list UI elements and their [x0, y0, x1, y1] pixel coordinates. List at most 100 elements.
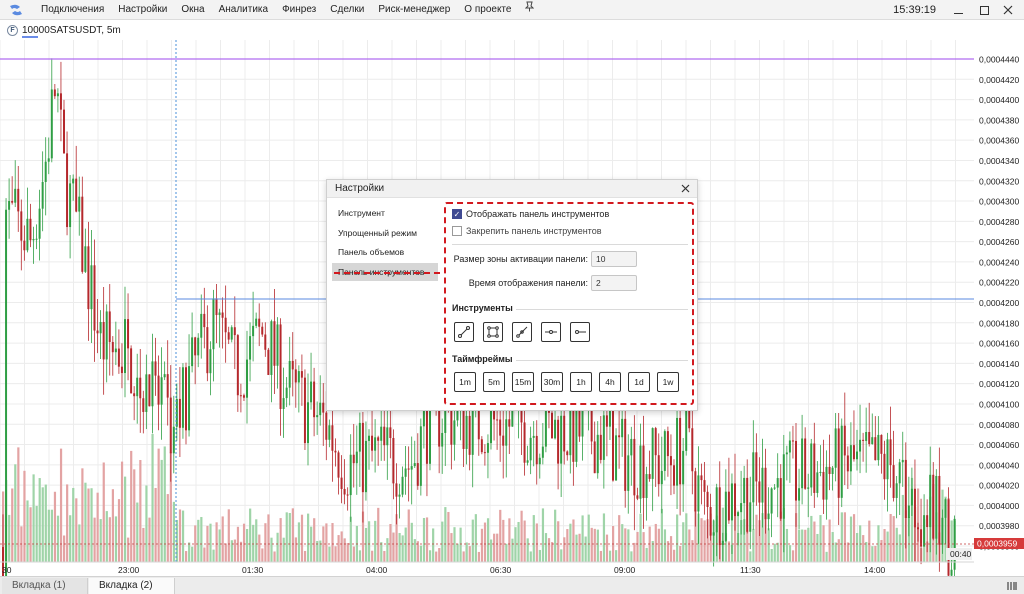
- candle: [953, 518, 956, 570]
- minimize-button[interactable]: [946, 0, 970, 20]
- sidebar-item-instrument[interactable]: Инструмент: [338, 208, 385, 218]
- volume-bar: [120, 461, 124, 562]
- volume-bar: [700, 518, 703, 562]
- volume-bar: [429, 550, 432, 562]
- candle: [313, 381, 316, 418]
- menu-windows[interactable]: Окна: [181, 3, 205, 15]
- candle: [697, 475, 700, 512]
- sidebar-item-volume-panel[interactable]: Панель объемов: [338, 247, 405, 257]
- volume-bar: [279, 518, 282, 562]
- candle: [892, 465, 895, 498]
- pin-icon[interactable]: [518, 0, 541, 20]
- maximize-icon: [979, 5, 989, 15]
- candle: [828, 466, 831, 475]
- timeframe-30m-button[interactable]: 30m: [541, 372, 563, 392]
- dialog-close-button[interactable]: [678, 181, 693, 196]
- volume-bar: [368, 521, 371, 562]
- volume-bar: [404, 527, 407, 562]
- tab-1[interactable]: Вкладка (1): [2, 578, 88, 594]
- candle: [499, 419, 502, 436]
- maximize-button[interactable]: [972, 0, 996, 20]
- show-panel-row[interactable]: ✓ Отображать панель инструментов: [452, 209, 609, 219]
- candle: [843, 425, 846, 456]
- volume-bar: [255, 519, 258, 562]
- timeframe-1w-button[interactable]: 1w: [657, 372, 679, 392]
- candle: [490, 408, 492, 444]
- candle: [218, 312, 221, 316]
- candle: [29, 218, 32, 241]
- timeframe-1d-button[interactable]: 1d: [628, 372, 650, 392]
- volume-bar: [703, 520, 706, 562]
- candle: [599, 434, 602, 460]
- show-panel-checkbox[interactable]: ✓: [452, 209, 462, 219]
- timeframe-1m-button[interactable]: 1m: [454, 372, 476, 392]
- volume-bar: [191, 546, 194, 562]
- volume-bar: [102, 462, 105, 562]
- timeframe-15m-button[interactable]: 15m: [512, 372, 534, 392]
- pin-panel-checkbox[interactable]: [452, 226, 462, 236]
- menu-finrez[interactable]: Финрез: [282, 3, 317, 15]
- display-time-input[interactable]: 2: [591, 275, 637, 291]
- price-label: 0,0004020: [979, 481, 1019, 491]
- candle: [185, 367, 187, 431]
- menu-connections[interactable]: Подключения: [41, 3, 105, 15]
- zone-size-input[interactable]: 10: [591, 251, 637, 267]
- volume-bar: [654, 523, 657, 562]
- candle: [117, 348, 120, 367]
- volume-bar: [337, 535, 340, 562]
- volume-bar: [727, 541, 731, 562]
- sidebar-item-toolbar[interactable]: Панель инструментов: [332, 262, 438, 281]
- ray-icon: [516, 326, 528, 338]
- volume-bar: [422, 517, 426, 562]
- symbol-title[interactable]: 10000SATSUSDT, 5m: [22, 25, 121, 36]
- candle: [621, 418, 624, 438]
- tool-trendline-button[interactable]: [454, 322, 474, 342]
- close-button[interactable]: [996, 0, 1020, 20]
- volume-bar: [316, 540, 319, 562]
- volume-bar: [856, 533, 859, 562]
- volume-bar: [17, 447, 20, 562]
- tool-horizontal-ray-button[interactable]: [570, 322, 590, 342]
- tab-2[interactable]: Вкладка (2): [89, 578, 175, 594]
- dialog-titlebar[interactable]: Настройки: [327, 180, 697, 198]
- candle: [413, 463, 416, 467]
- menu-analytics[interactable]: Аналитика: [218, 3, 269, 15]
- volume-bar: [569, 523, 572, 562]
- volume-bar: [282, 537, 285, 562]
- timeframe-4h-button[interactable]: 4h: [599, 372, 621, 392]
- candle: [47, 158, 50, 162]
- menu-trades[interactable]: Сделки: [330, 3, 365, 15]
- candle: [84, 246, 87, 272]
- volume-bar: [297, 522, 301, 562]
- price-chart[interactable]: 0,0004440 0,0004420 0,0004400 0,0004380 0,00…: [0, 40, 1024, 576]
- candle: [831, 467, 834, 475]
- candle: [200, 313, 203, 338]
- volume-bar: [230, 540, 233, 562]
- tool-rectangle-button[interactable]: [483, 322, 503, 342]
- sidebar-item-simple-mode[interactable]: Упрощенный режим: [338, 227, 417, 238]
- tool-horizontal-line-button[interactable]: [541, 322, 561, 342]
- volume-bar: [307, 513, 310, 562]
- candle: [316, 415, 319, 418]
- volume-bar: [743, 519, 746, 562]
- timeframe-1h-button[interactable]: 1h: [570, 372, 592, 392]
- pin-panel-row[interactable]: Закрепить панель инструментов: [452, 226, 602, 236]
- tab-menu-button[interactable]: [1006, 579, 1018, 592]
- candle: [59, 93, 62, 110]
- volume-bar: [608, 550, 612, 562]
- price-label: 0,0004040: [979, 460, 1019, 470]
- candle: [788, 440, 791, 453]
- menu-risk-manager[interactable]: Риск-менеджер: [378, 3, 451, 15]
- candle: [56, 93, 59, 97]
- menu-settings[interactable]: Настройки: [118, 3, 168, 15]
- menu-about[interactable]: О проекте: [464, 3, 512, 15]
- candle: [874, 437, 877, 461]
- tool-ray-button[interactable]: [512, 322, 532, 342]
- volume-bar: [734, 507, 737, 562]
- candle: [337, 452, 340, 478]
- timeframe-5m-button[interactable]: 5m: [483, 372, 505, 392]
- candle: [136, 377, 139, 397]
- volume-bar: [319, 540, 322, 562]
- candle: [511, 409, 514, 427]
- candle: [425, 410, 428, 464]
